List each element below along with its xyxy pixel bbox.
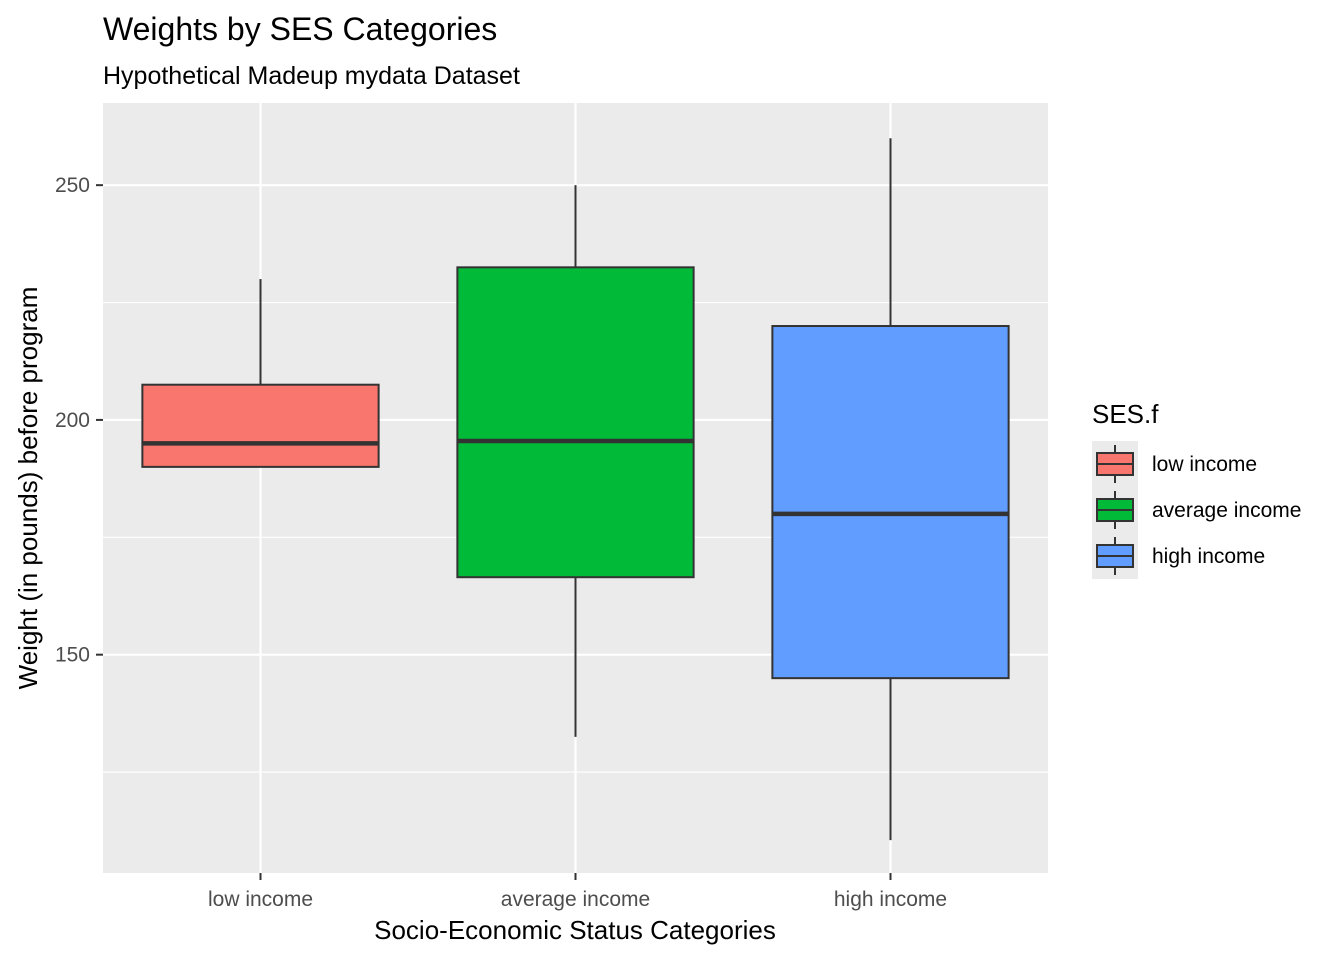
x-axis-title: Socio-Economic Status Categories [374, 915, 776, 945]
chart-title: Weights by SES Categories [103, 11, 497, 47]
y-tick-label: 150 [55, 644, 90, 667]
legend-title: SES.f [1092, 399, 1159, 429]
boxes [141, 138, 1010, 841]
legend-label: high income [1152, 545, 1265, 568]
y-axis-title: Weight (in pounds) before program [13, 287, 43, 690]
box-high-income [771, 138, 1010, 841]
box-body [456, 266, 695, 579]
axes: 150 200 250 low income average income high in… [55, 174, 947, 911]
box-low-income [141, 279, 380, 468]
box-average-income [456, 185, 695, 737]
y-tick-label: 200 [55, 409, 90, 432]
legend-label: low income [1152, 453, 1257, 476]
chart-subtitle: Hypothetical Madeup mydata Dataset [103, 62, 520, 90]
legend: SES.f low income average income high incom… [1092, 399, 1301, 579]
box-body [771, 325, 1010, 680]
y-tick-label: 250 [55, 174, 90, 197]
x-tick-label: average income [501, 888, 650, 911]
x-tick-label: high income [834, 888, 947, 911]
x-tick-label: low income [208, 888, 313, 911]
box-body [141, 383, 380, 468]
legend-label: average income [1152, 499, 1301, 522]
